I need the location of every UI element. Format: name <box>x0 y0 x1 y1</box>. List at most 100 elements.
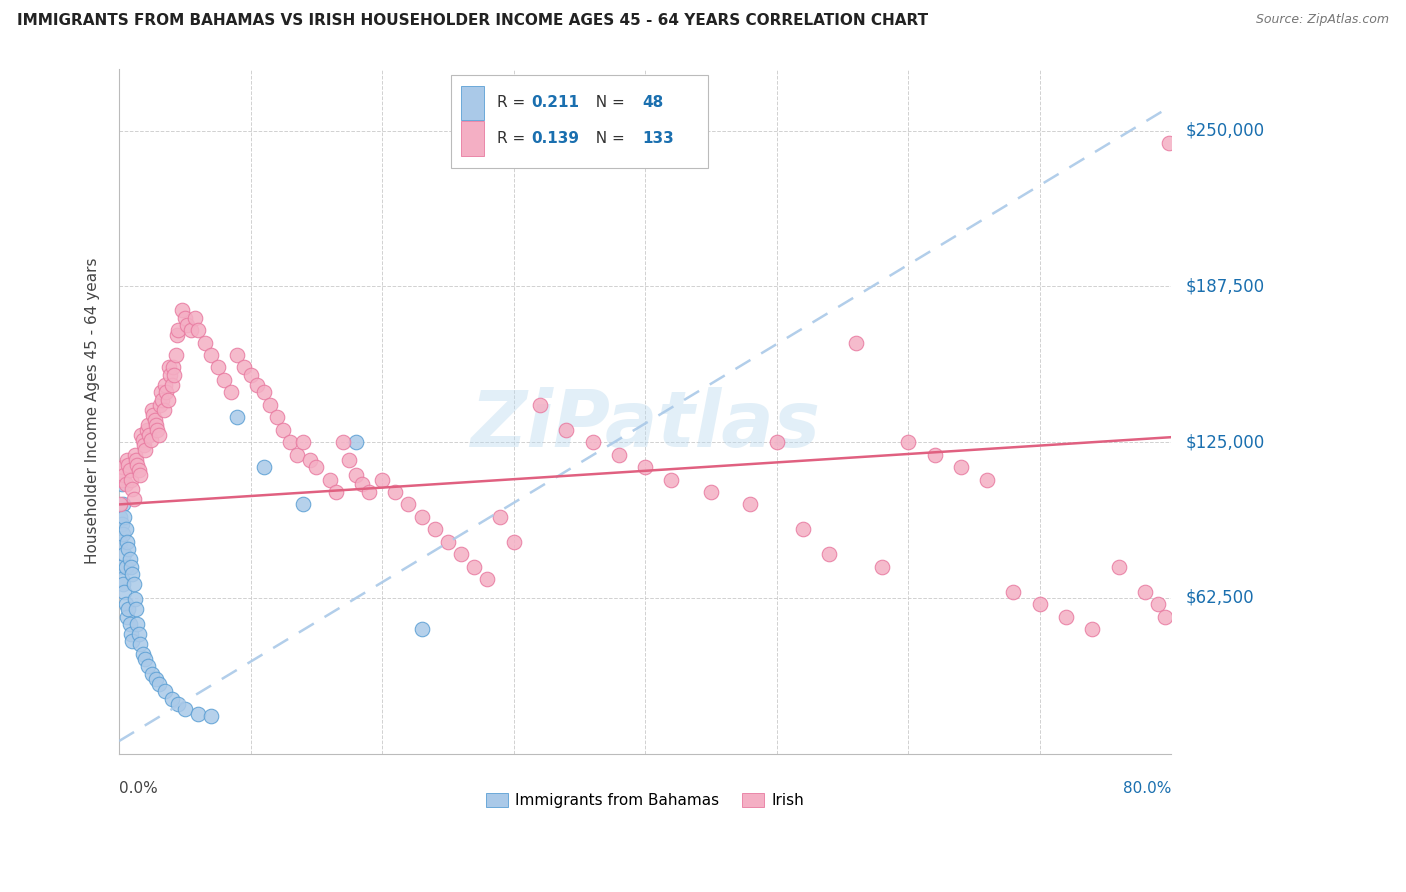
Point <box>111 572 134 586</box>
Point <box>159 368 181 382</box>
Point <box>146 423 169 437</box>
Point <box>114 522 136 536</box>
Point <box>153 377 176 392</box>
Point <box>278 435 301 450</box>
Point <box>1133 584 1156 599</box>
Point <box>172 303 194 318</box>
Point <box>160 377 183 392</box>
Point <box>253 385 276 400</box>
Point <box>155 385 177 400</box>
Point <box>127 458 149 472</box>
Point <box>122 492 145 507</box>
Point <box>976 473 998 487</box>
Text: $125,000: $125,000 <box>1185 434 1264 451</box>
Point <box>148 427 170 442</box>
Point <box>132 647 155 661</box>
Text: R =: R = <box>496 95 530 111</box>
Point <box>138 427 160 442</box>
Point <box>344 435 367 450</box>
Point <box>207 360 229 375</box>
Point <box>141 402 163 417</box>
Point <box>129 637 152 651</box>
Point <box>115 452 138 467</box>
Text: 0.139: 0.139 <box>531 131 579 146</box>
Text: IMMIGRANTS FROM BAHAMAS VS IRISH HOUSEHOLDER INCOME AGES 45 - 64 YEARS CORRELATI: IMMIGRANTS FROM BAHAMAS VS IRISH HOUSEHO… <box>17 13 928 29</box>
Point <box>423 522 446 536</box>
Point <box>555 423 578 437</box>
Point <box>112 584 135 599</box>
Point <box>253 460 276 475</box>
Point <box>132 433 155 447</box>
Point <box>897 435 920 450</box>
Point <box>187 706 209 721</box>
Point <box>163 368 186 382</box>
Point <box>111 527 134 541</box>
Point <box>661 473 683 487</box>
Point <box>765 435 787 450</box>
Point <box>266 410 288 425</box>
Point <box>214 373 236 387</box>
Point <box>112 547 135 561</box>
Point <box>1147 597 1170 611</box>
Point <box>463 559 485 574</box>
Point <box>173 310 195 325</box>
Point <box>337 452 360 467</box>
Point <box>114 477 136 491</box>
Text: 0.0%: 0.0% <box>120 780 157 796</box>
Point <box>165 348 187 362</box>
Point <box>134 442 156 457</box>
Point <box>156 392 179 407</box>
Point <box>411 509 433 524</box>
Point <box>160 691 183 706</box>
Point <box>176 318 198 332</box>
Point <box>1081 622 1104 636</box>
Point <box>145 417 167 432</box>
Point <box>152 402 174 417</box>
Point <box>162 360 184 375</box>
FancyBboxPatch shape <box>450 75 709 168</box>
Point <box>233 360 256 375</box>
Point <box>129 467 152 482</box>
Point <box>344 467 367 482</box>
Point <box>111 517 134 532</box>
Text: 0.211: 0.211 <box>531 95 579 111</box>
Point <box>581 435 603 450</box>
Text: $62,500: $62,500 <box>1185 589 1254 607</box>
Point <box>477 572 499 586</box>
Point <box>193 335 215 350</box>
Point <box>136 417 159 432</box>
Point <box>141 666 163 681</box>
Point <box>1002 584 1025 599</box>
Legend: Immigrants from Bahamas, Irish: Immigrants from Bahamas, Irish <box>481 787 810 814</box>
Point <box>180 323 202 337</box>
Point <box>120 627 142 641</box>
Point <box>139 433 162 447</box>
Point <box>125 452 148 467</box>
Text: R =: R = <box>496 131 530 146</box>
Point <box>135 423 157 437</box>
Point <box>740 497 762 511</box>
Point <box>489 509 512 524</box>
Point <box>173 701 195 715</box>
Point <box>219 385 242 400</box>
Point <box>292 435 315 450</box>
Point <box>121 634 143 648</box>
Point <box>142 408 165 422</box>
Point <box>845 335 868 350</box>
Point <box>924 448 946 462</box>
Point <box>120 559 142 574</box>
Point <box>292 497 315 511</box>
Text: 48: 48 <box>643 95 664 111</box>
Point <box>120 473 142 487</box>
Point <box>259 398 281 412</box>
Point <box>125 602 148 616</box>
Point <box>792 522 814 536</box>
Point <box>115 534 138 549</box>
Point <box>200 709 222 723</box>
Point <box>870 559 893 574</box>
Point <box>112 467 135 482</box>
Point <box>112 509 135 524</box>
Point <box>149 398 172 412</box>
Point <box>117 542 139 557</box>
Point <box>384 485 406 500</box>
